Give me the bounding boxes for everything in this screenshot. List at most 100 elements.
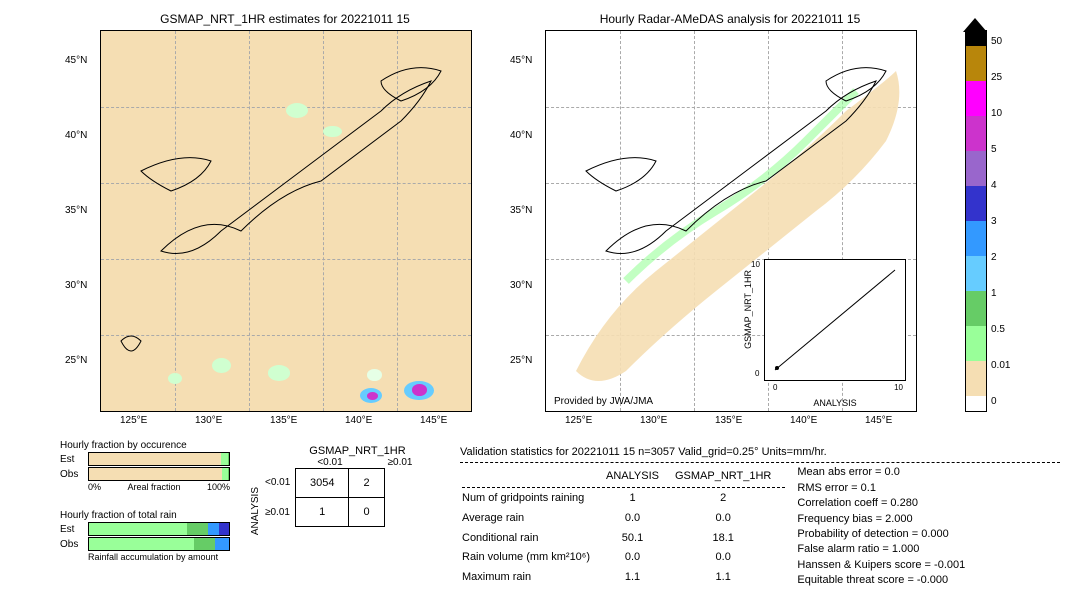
contingency-table: 30542 10 [295,468,385,527]
xtick: 130°E [640,415,667,426]
colorbar: 502510543210.50.010 [965,30,987,412]
val-col2: GSMAP_NRT_1HR [675,467,785,485]
ytick: 45°N [65,55,87,66]
validation-stat: Correlation coeff = 0.280 [797,496,965,511]
validation-right-list: Mean abs error = 0.0RMS error = 0.1Corre… [797,465,965,588]
inset-tick: 0 [773,383,777,392]
bar-fill [194,538,215,550]
ct-cell: 0 [349,498,384,527]
colorbar-segment [966,31,986,46]
xtick: 140°E [345,415,372,426]
colorbar-arrow [963,18,987,32]
bar-label: Obs [60,469,88,480]
bar-fill [228,468,229,480]
precip-blob [286,103,308,118]
precip-blob [323,126,342,137]
bar-fill [215,538,229,550]
colorbar-segment [966,291,986,326]
xtick: 135°E [270,415,297,426]
totalrain-title: Hourly fraction of total rain [60,510,230,521]
totalrain-footer: Rainfall accumulation by amount [88,552,230,562]
bar-row: Obs [60,467,230,481]
inset-scatter: ANALYSIS GSMAP_NRT_1HR 0 10 10 0 [764,259,906,381]
colorbar-segment [966,361,986,396]
validation-row: Average rain0.00.0 [462,510,785,528]
ytick: 35°N [65,205,87,216]
bar-fill [208,523,219,535]
right-map-title: Hourly Radar-AMeDAS analysis for 2022101… [545,12,915,26]
occ-xright: 100% [207,482,230,492]
validation-stat: Hanssen & Kuipers score = -0.001 [797,558,965,573]
bar-fill [187,523,208,535]
inset-tick: 10 [751,260,760,269]
validation-row: Maximum rain1.11.1 [462,569,785,587]
validation-row: Num of gridpoints raining12 [462,490,785,508]
left-map-title: GSMAP_NRT_1HR estimates for 20221011 15 [100,12,470,26]
inset-tick: 0 [755,369,759,378]
val-col1: ANALYSIS [606,467,673,485]
colorbar-tick: 4 [991,180,997,191]
bar-fill [228,453,229,465]
bar-track [88,452,230,466]
validation-stat: False alarm ratio = 1.000 [797,542,965,557]
bar-fill [221,453,228,465]
xtick: 125°E [120,415,147,426]
bar-row: Obs [60,537,230,551]
colorbar-tick: 10 [991,108,1002,119]
ct-col0: <0.01 [295,457,365,468]
ytick: 35°N [510,205,532,216]
xtick: 135°E [715,415,742,426]
validation-row: Conditional rain50.118.1 [462,529,785,547]
xtick: 140°E [790,415,817,426]
bar-label: Est [60,524,88,535]
provided-label: Provided by JWA/JMA [554,396,653,407]
occurence-chart: Hourly fraction by occurence Est Obs 0% A… [60,440,230,492]
bar-fill [89,523,187,535]
contingency-block: GSMAP_NRT_1HR ANALYSIS <0.01 ≥0.01 <0.01… [250,445,435,535]
colorbar-tick: 0.5 [991,324,1005,335]
ct-row-header: ANALYSIS [250,487,261,535]
colorbar-tick: 0 [991,396,997,407]
bar-fill [89,453,221,465]
colorbar-segment [966,326,986,361]
precip-blob [168,373,183,384]
colorbar-segment [966,186,986,221]
occurence-title: Hourly fraction by occurence [60,440,230,451]
validation-stat: RMS error = 0.1 [797,481,965,496]
ytick: 25°N [65,355,87,366]
precip-blob [212,358,231,373]
bar-row: Est [60,522,230,536]
validation-block: Validation statistics for 20221011 15 n=… [460,445,1060,589]
validation-stat: Frequency bias = 2.000 [797,512,965,527]
precip-blob [367,369,382,380]
colorbar-segment [966,116,986,151]
ct-col1: ≥0.01 [365,457,435,468]
validation-stat: Probability of detection = 0.000 [797,527,965,542]
ct-col-header: GSMAP_NRT_1HR [280,445,435,457]
bar-label: Obs [60,539,88,550]
bar-track [88,467,230,481]
precip-blob [268,365,290,380]
inset-tick: 10 [894,383,903,392]
ct-row0: <0.01 [265,477,295,488]
precip-blob [367,392,378,400]
colorbar-tick: 25 [991,72,1002,83]
precip-blob [412,384,427,395]
validation-stat: Equitable threat score = -0.000 [797,573,965,588]
colorbar-tick: 5 [991,144,997,155]
bar-fill [89,468,222,480]
colorbar-segment [966,46,986,81]
occ-xleft: 0% [88,482,101,492]
bar-row: Est [60,452,230,466]
xtick: 145°E [865,415,892,426]
colorbar-segment [966,221,986,256]
validation-row: Rain volume (mm km²10⁶)0.00.0 [462,549,785,567]
xtick: 125°E [565,415,592,426]
inset-ylabel: GSMAP_NRT_1HR [743,270,753,349]
ytick: 45°N [510,55,532,66]
ytick: 30°N [65,280,87,291]
ytick: 30°N [510,280,532,291]
occ-xlabel: Areal fraction [127,482,180,492]
validation-stat: Mean abs error = 0.0 [797,465,965,480]
colorbar-segment [966,81,986,116]
